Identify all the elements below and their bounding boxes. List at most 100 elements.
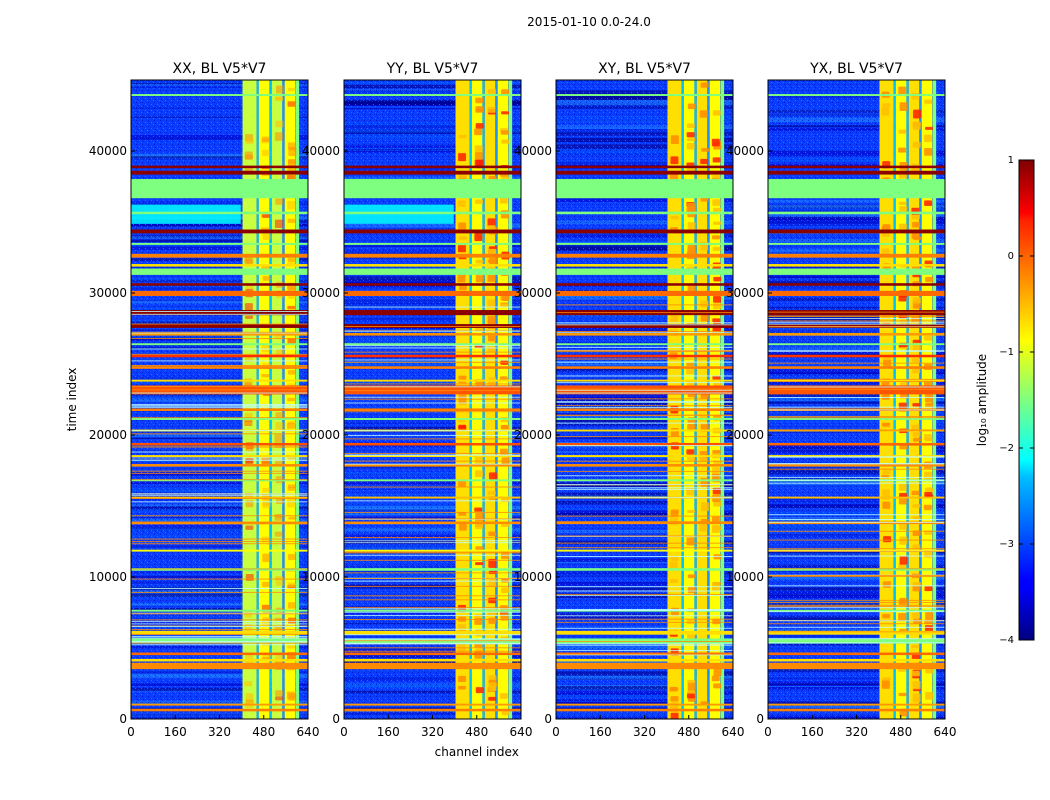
rfi-blob xyxy=(711,473,720,480)
flag-band xyxy=(768,568,945,571)
flag-line xyxy=(344,460,521,462)
rfi-blob xyxy=(487,274,496,282)
flag-line xyxy=(768,406,945,408)
rfi-blob xyxy=(898,692,907,697)
rfi-blob xyxy=(912,403,921,407)
rfi-blob xyxy=(687,679,696,684)
flag-band xyxy=(131,229,308,234)
flag-line xyxy=(344,552,521,554)
rfi-blob xyxy=(474,617,483,625)
flag-band xyxy=(344,479,521,482)
flag-band xyxy=(131,379,308,382)
rfi-blob xyxy=(287,142,296,149)
flag-band xyxy=(344,464,521,467)
rfi-blob xyxy=(245,315,254,319)
rfi-blob xyxy=(474,613,483,619)
rfi-blob xyxy=(287,486,296,491)
flag-line xyxy=(344,347,521,349)
rfi-blob xyxy=(687,509,696,514)
rfi-blob xyxy=(670,712,679,719)
flag-line xyxy=(768,482,945,484)
y-tick-label: 40000 xyxy=(302,144,340,158)
rfi-blob xyxy=(501,111,510,115)
flag-band xyxy=(131,264,308,267)
flag-line xyxy=(768,386,945,388)
flag-band xyxy=(131,253,308,258)
flag-band xyxy=(344,385,521,395)
colorbar-tick-label: −3 xyxy=(999,539,1014,550)
flag-line xyxy=(344,551,521,553)
flag-band xyxy=(131,94,308,96)
flag-band xyxy=(556,479,733,482)
rfi-blob xyxy=(912,357,921,363)
flag-band xyxy=(344,455,521,458)
rfi-blob xyxy=(458,134,467,139)
rfi-blob xyxy=(712,618,721,625)
flag-band xyxy=(131,283,308,286)
flag-line xyxy=(344,619,521,621)
flag-line xyxy=(768,456,945,458)
x-tick-label: 0 xyxy=(552,725,560,739)
flag-band xyxy=(131,324,308,328)
rfi-blob xyxy=(245,525,254,530)
rfi-blob xyxy=(274,516,283,521)
flag-band xyxy=(131,170,308,175)
rfi-blob xyxy=(474,470,483,478)
x-tick-label: 320 xyxy=(421,725,444,739)
flag-line xyxy=(768,548,945,550)
flag-band xyxy=(768,549,945,552)
flag-band xyxy=(556,658,733,662)
y-tick-label: 10000 xyxy=(726,570,764,584)
flag-band xyxy=(556,708,733,712)
flag-line xyxy=(131,568,308,570)
rfi-blob xyxy=(287,644,296,649)
rfi-blob xyxy=(699,457,708,462)
rfi-blob xyxy=(287,101,296,107)
flag-line xyxy=(131,406,308,408)
flag-band xyxy=(556,549,733,552)
rfi-blob xyxy=(262,275,271,281)
flag-line xyxy=(344,411,521,413)
colorbar-tick-label: −4 xyxy=(999,635,1014,646)
flag-band xyxy=(344,268,521,275)
x-tick-label: 640 xyxy=(510,725,533,739)
rfi-blob xyxy=(925,487,934,494)
rfi-blob xyxy=(275,696,284,701)
y-tick-label: 30000 xyxy=(726,286,764,300)
rfi-blob xyxy=(261,374,270,378)
flag-line xyxy=(768,321,945,323)
rfi-blob xyxy=(488,246,497,250)
x-tick-label: 640 xyxy=(722,725,745,739)
flag-line xyxy=(768,311,945,313)
flag-line xyxy=(768,575,945,577)
flag-line xyxy=(768,605,945,607)
flag-band xyxy=(131,408,308,412)
flag-line xyxy=(344,398,521,400)
flag-band xyxy=(768,703,945,706)
flag-line xyxy=(556,653,733,655)
rfi-blob xyxy=(700,300,709,308)
flag-line xyxy=(344,628,521,630)
rfi-column xyxy=(895,80,907,719)
flag-line xyxy=(131,353,308,355)
flag-band xyxy=(131,179,308,199)
flag-line xyxy=(556,641,733,643)
flag-line xyxy=(768,463,945,465)
rfi-blob xyxy=(488,472,497,480)
rfi-blob xyxy=(924,620,933,625)
rfi-blob xyxy=(712,487,721,495)
flag-band xyxy=(556,290,733,296)
x-tick-label: 480 xyxy=(465,725,488,739)
rfi-blob xyxy=(475,687,484,694)
flag-line xyxy=(556,322,733,324)
flag-band xyxy=(344,165,521,169)
rfi-blob xyxy=(670,215,679,220)
flag-line xyxy=(131,538,308,540)
rfi-blob xyxy=(881,680,890,689)
rfi-blob xyxy=(686,132,695,138)
flag-band xyxy=(768,708,945,712)
flag-band xyxy=(344,366,521,369)
flag-line xyxy=(131,642,308,644)
rfi-column xyxy=(295,80,300,719)
rfi-blob xyxy=(924,471,932,480)
